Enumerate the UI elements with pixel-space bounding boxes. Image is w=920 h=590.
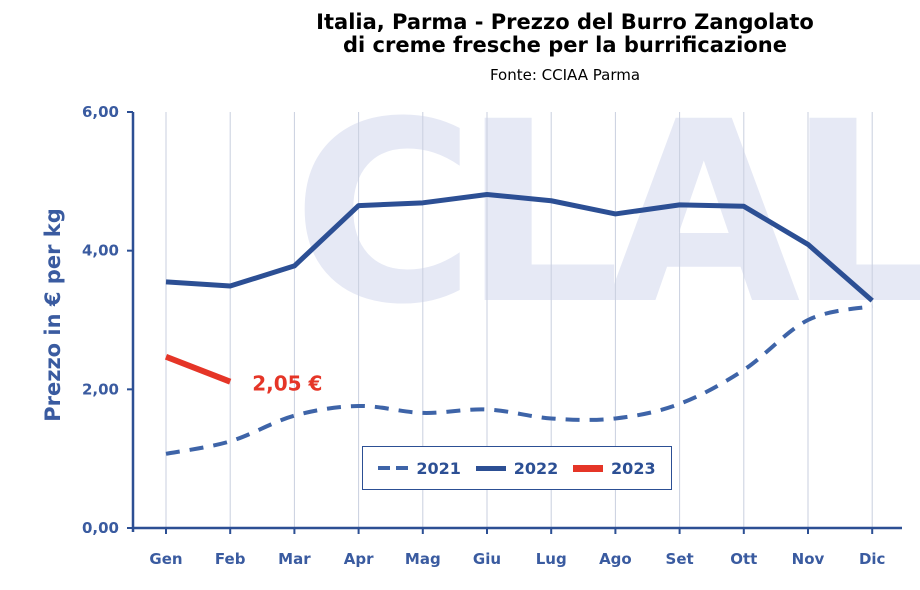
y-axis-label: Prezzo in € per kg: [41, 208, 65, 422]
x-tick-label: Gen: [149, 550, 182, 568]
legend-item-2021: 2021: [378, 459, 461, 478]
legend-swatch: [378, 466, 409, 470]
x-tick-label: Dic: [859, 550, 885, 568]
series-line-2021: [165, 304, 873, 456]
legend-label: 2022: [513, 458, 559, 478]
chart-labels: 0,00 2,00 4,00 6,00 Gen Feb Mar Apr Mag Giu Lug Ago…: [82, 103, 885, 568]
series-line-2022: [165, 192, 874, 303]
annotation-label: 2,05 €: [252, 372, 322, 396]
y-tick-label: 6,00: [82, 103, 119, 121]
legend-swatch: [475, 465, 506, 471]
legend-label: 2023: [611, 458, 656, 478]
chart-source: Fonte: CCIAA Parma: [489, 66, 641, 84]
x-tick-label: Apr: [344, 550, 374, 568]
x-tick-label: Feb: [215, 550, 246, 568]
x-tick-label: Lug: [536, 550, 567, 568]
legend-swatch: [573, 464, 604, 472]
x-tick-label: Mag: [405, 550, 441, 568]
x-tick-label: Ago: [599, 550, 632, 568]
x-tick-label: Ott: [730, 550, 757, 568]
chart-title: Italia, Parma - Prezzo del Burro Zangola…: [316, 10, 814, 34]
legend-item-2022: 2022: [475, 458, 559, 478]
x-tick-label: Mar: [278, 550, 311, 568]
chart-legend: 2021 2022 2023: [362, 446, 672, 490]
x-tick-label: Set: [666, 550, 694, 568]
chart-series: [164, 192, 874, 456]
series-line-2023: [164, 353, 232, 385]
legend-item-2023: 2023: [573, 459, 656, 478]
y-tick-label: 0,00: [82, 519, 119, 537]
legend-label: 2021: [416, 458, 461, 478]
x-tick-label: Giu: [473, 550, 501, 568]
chart-axes: [127, 111, 902, 534]
chart-subtitle: di creme fresche per la burrificazione: [343, 33, 787, 57]
y-tick-label: 4,00: [82, 242, 119, 260]
x-tick-label: Nov: [792, 550, 825, 568]
y-tick-label: 2,00: [82, 380, 119, 398]
